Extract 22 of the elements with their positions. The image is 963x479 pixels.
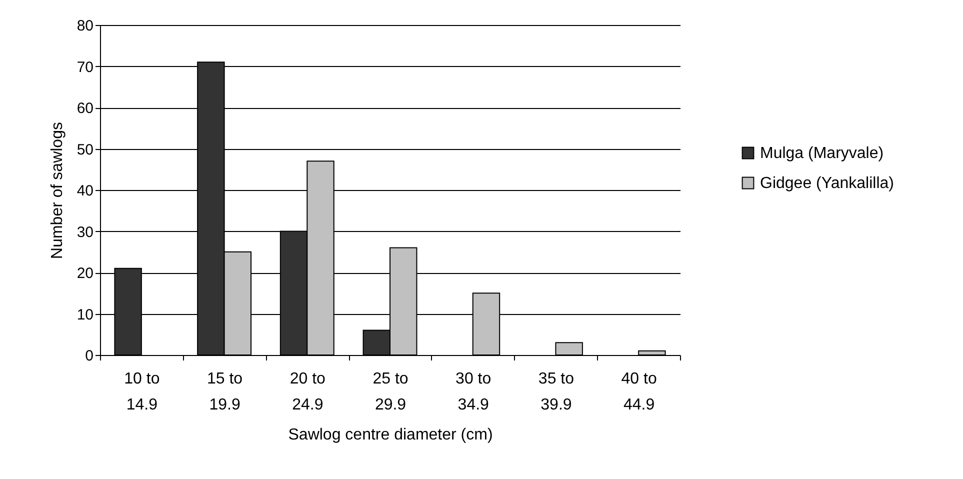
y-tick-label: 80 [76, 18, 94, 34]
y-tick-label: 0 [85, 348, 94, 364]
x-tick-label: 15 to 19.9 [206, 370, 243, 414]
y-tick-label: 60 [76, 100, 94, 117]
x-tick-label: 25 to 29.9 [372, 370, 408, 414]
x-tick-label: 20 to 24.9 [290, 370, 326, 414]
x-axis-title: Sawlog centre diameter (cm) [288, 426, 493, 444]
y-tick-label: 20 [76, 265, 94, 282]
bar [638, 350, 666, 356]
y-tick-label: 30 [76, 224, 94, 241]
y-tick-label: 10 [76, 306, 94, 324]
y-axis-title: Number of sawlogs [48, 122, 66, 259]
y-tick-label: 50 [76, 141, 94, 158]
x-tick-label: 10 to 14.9 [124, 370, 160, 414]
x-tick-label: 40 to 44.9 [621, 370, 657, 414]
y-tick-label: 70 [76, 58, 94, 76]
bar [555, 342, 583, 356]
legend-label: Gidgee (Yankalilla) [760, 175, 894, 192]
x-tick-label: 30 to 34.9 [456, 370, 492, 414]
x-tick-label: 35 to 39.9 [538, 370, 574, 414]
legend-label: Mulga (Maryvale) [760, 145, 884, 162]
y-tick-label: 40 [76, 182, 94, 200]
